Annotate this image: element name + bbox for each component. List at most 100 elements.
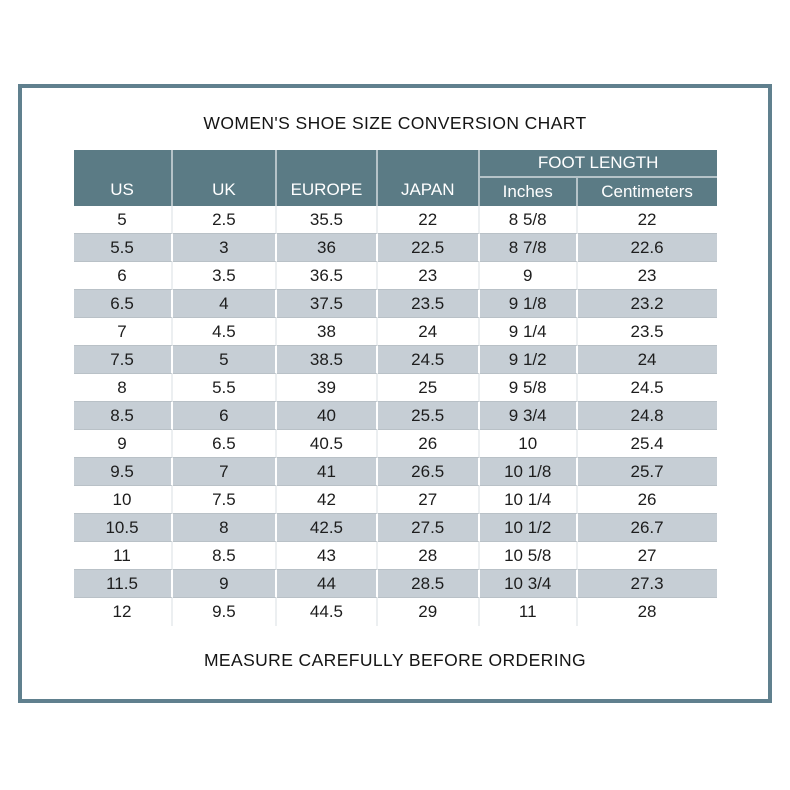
size-cell: 4	[172, 290, 278, 318]
size-cell: 28	[577, 598, 717, 626]
column-header-japan: JAPAN	[377, 150, 480, 206]
size-cell: 26	[377, 430, 480, 458]
size-cell: 25.7	[577, 458, 717, 486]
size-cell: 44	[277, 570, 378, 598]
size-cell: 10	[479, 430, 578, 458]
size-cell: 8 7/8	[479, 234, 578, 262]
size-cell: 10 1/8	[479, 458, 578, 486]
size-cell: 6	[73, 262, 173, 290]
table-row: 9 6.5 40.5 26 10 25.4	[73, 430, 717, 458]
size-cell: 5.5	[73, 234, 173, 262]
size-cell: 9.5	[172, 598, 278, 626]
size-cell: 10 1/4	[479, 486, 578, 514]
size-cell: 7	[172, 458, 278, 486]
size-cell: 27.5	[377, 514, 480, 542]
size-cell: 37.5	[277, 290, 378, 318]
size-cell: 9 1/2	[479, 346, 578, 374]
size-cell: 23	[377, 262, 480, 290]
size-cell: 9	[479, 262, 578, 290]
table-row: 12 9.5 44.5 29 11 28	[73, 598, 717, 626]
size-cell: 25.4	[577, 430, 717, 458]
size-cell: 25	[377, 374, 480, 402]
table-row: 10.5 8 42.5 27.5 10 1/2 26.7	[73, 514, 717, 542]
table-row: 7 4.5 38 24 9 1/4 23.5	[73, 318, 717, 346]
size-cell: 7.5	[172, 486, 278, 514]
size-cell: 22.6	[577, 234, 717, 262]
size-cell: 3	[172, 234, 278, 262]
size-cell: 9 1/8	[479, 290, 578, 318]
size-cell: 27	[577, 542, 717, 570]
size-cell: 24	[377, 318, 480, 346]
size-cell: 22.5	[377, 234, 480, 262]
table-row: 11 8.5 43 28 10 5/8 27	[73, 542, 717, 570]
size-cell: 8.5	[172, 542, 278, 570]
size-cell: 5.5	[172, 374, 278, 402]
table-row: 10 7.5 42 27 10 1/4 26	[73, 486, 717, 514]
table-row: 8 5.5 39 25 9 5/8 24.5	[73, 374, 717, 402]
column-header-inches: Inches	[479, 178, 578, 206]
size-cell: 42.5	[277, 514, 378, 542]
size-cell: 38	[277, 318, 378, 346]
table-row: 6.5 4 37.5 23.5 9 1/8 23.2	[73, 290, 717, 318]
size-cell: 43	[277, 542, 378, 570]
size-cell: 42	[277, 486, 378, 514]
size-cell: 9 5/8	[479, 374, 578, 402]
header-row-group: US UK EUROPE JAPAN FOOT LENGTH	[73, 150, 717, 206]
size-cell: 5	[73, 206, 173, 234]
size-cell: 39	[277, 374, 378, 402]
size-cell: 44.5	[277, 598, 378, 626]
column-header-europe: EUROPE	[277, 150, 378, 206]
size-cell: 6.5	[73, 290, 173, 318]
size-cell: 22	[577, 206, 717, 234]
table-row: 5 2.5 35.5 22 8 5/8 22	[73, 206, 717, 234]
size-cell: 8	[172, 514, 278, 542]
size-cell: 9 3/4	[479, 402, 578, 430]
size-cell: 8.5	[73, 402, 173, 430]
size-cell: 10 3/4	[479, 570, 578, 598]
size-cell: 25.5	[377, 402, 480, 430]
size-cell: 28	[377, 542, 480, 570]
size-cell: 9	[73, 430, 173, 458]
size-cell: 24.5	[577, 374, 717, 402]
table-header: US UK EUROPE JAPAN FOOT LENGTH Inches Ce…	[73, 150, 717, 206]
size-cell: 23	[577, 262, 717, 290]
size-cell: 36.5	[277, 262, 378, 290]
size-cell: 11.5	[73, 570, 173, 598]
size-cell: 23.5	[577, 318, 717, 346]
header-row-sub: Inches Centimeters	[74, 178, 717, 206]
size-cell: 27	[377, 486, 480, 514]
table-body: 5 2.5 35.5 22 8 5/8 22 5.5 3 36 22.5 8 7/8 22.6 6 3.5…	[73, 206, 717, 626]
size-cell: 7	[73, 318, 173, 346]
size-cell: 10.5	[73, 514, 173, 542]
table-row: 11.5 9 44 28.5 10 3/4 27.3	[73, 570, 717, 598]
size-cell: 40.5	[277, 430, 378, 458]
column-header-uk: UK	[172, 150, 278, 206]
size-cell: 27.3	[577, 570, 717, 598]
size-cell: 36	[277, 234, 378, 262]
size-cell: 24	[577, 346, 717, 374]
size-cell: 10	[73, 486, 173, 514]
size-cell: 22	[377, 206, 480, 234]
size-cell: 40	[277, 402, 378, 430]
size-cell: 3.5	[172, 262, 278, 290]
size-cell: 35.5	[277, 206, 378, 234]
size-cell: 9	[172, 570, 278, 598]
size-cell: 8 5/8	[479, 206, 578, 234]
size-cell: 6.5	[172, 430, 278, 458]
size-cell: 8	[73, 374, 173, 402]
size-cell: 24.5	[377, 346, 480, 374]
size-conversion-table: US UK EUROPE JAPAN FOOT LENGTH Inches Ce…	[73, 150, 717, 626]
size-cell: 28.5	[377, 570, 480, 598]
size-cell: 26.7	[577, 514, 717, 542]
chart-frame: WOMEN'S SHOE SIZE CONVERSION CHART US UK…	[18, 84, 772, 703]
table-row: 5.5 3 36 22.5 8 7/8 22.6	[73, 234, 717, 262]
size-cell: 9.5	[73, 458, 173, 486]
size-cell: 5	[172, 346, 278, 374]
size-cell: 4.5	[172, 318, 278, 346]
size-cell: 9 1/4	[479, 318, 578, 346]
size-cell: 26.5	[377, 458, 480, 486]
size-cell: 12	[73, 598, 173, 626]
size-cell: 29	[377, 598, 480, 626]
size-cell: 2.5	[172, 206, 278, 234]
